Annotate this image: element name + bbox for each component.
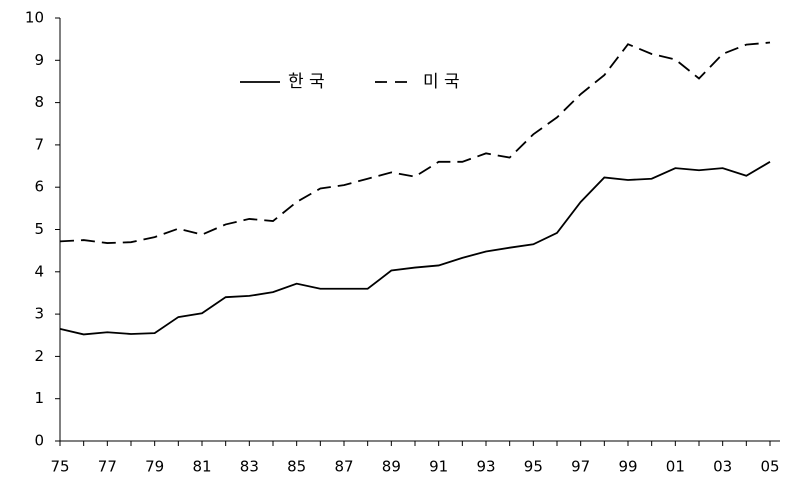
x-tick-label: 87 — [334, 458, 353, 476]
y-tick-label: 1 — [34, 389, 44, 407]
y-tick-label: 6 — [34, 178, 44, 196]
y-tick-label: 2 — [34, 347, 44, 365]
x-tick-label: 89 — [382, 458, 401, 476]
x-tick-label: 93 — [476, 458, 495, 476]
y-tick-label: 5 — [34, 220, 44, 238]
x-tick-label: 75 — [50, 458, 69, 476]
y-tick-label: 9 — [34, 51, 44, 69]
x-tick-label: 05 — [760, 458, 779, 476]
x-tick-label: 97 — [571, 458, 590, 476]
y-tick-label: 8 — [34, 93, 44, 111]
y-tick-label: 0 — [34, 432, 44, 450]
x-tick-label: 95 — [524, 458, 543, 476]
y-tick-label: 3 — [34, 305, 44, 323]
series-line — [59, 161, 771, 336]
x-tick-label: 83 — [240, 458, 259, 476]
x-tick-label: 99 — [618, 458, 637, 476]
x-tick-label: 85 — [287, 458, 306, 476]
x-tick-label: 77 — [98, 458, 117, 476]
x-tick-label: 03 — [713, 458, 732, 476]
y-tick-label: 10 — [25, 9, 44, 27]
legend-label: 한 국 — [288, 72, 325, 92]
x-tick-label: 91 — [429, 458, 448, 476]
y-tick-label: 7 — [34, 135, 44, 153]
x-tick-label: 79 — [145, 458, 164, 476]
y-tick-label: 4 — [34, 262, 44, 280]
x-tick-label: 81 — [192, 458, 211, 476]
series-line — [59, 41, 771, 244]
legend-label: 미 국 — [423, 72, 460, 92]
x-tick-label: 01 — [666, 458, 685, 476]
